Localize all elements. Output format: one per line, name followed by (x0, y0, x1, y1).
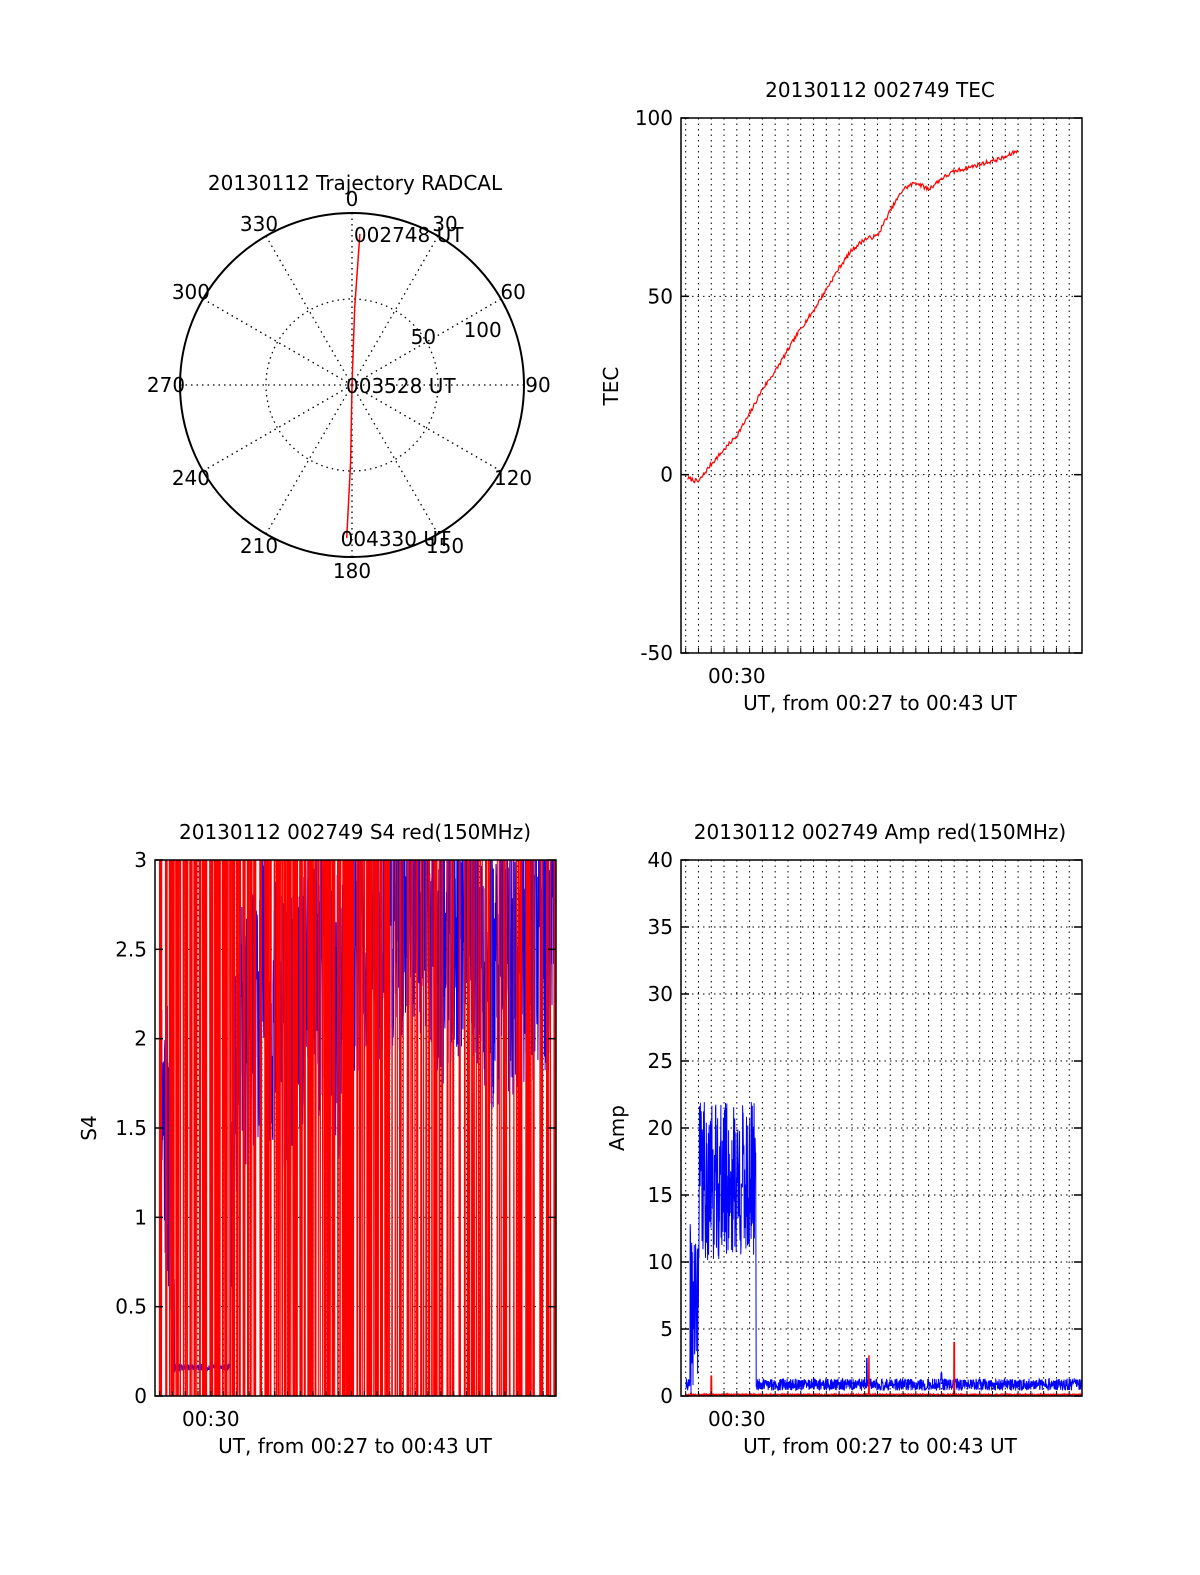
polar-radial-tick-labels: 50 100 (411, 318, 502, 349)
polar-title: 20130112 Trajectory RADCAL (208, 171, 503, 195)
tec-y-axis-label: TEC (599, 367, 623, 407)
polar-trajectory-series (345, 233, 361, 539)
plot-data-group (685, 1102, 1082, 1396)
amp-y-axis-label: Amp (605, 1105, 629, 1151)
polar-spoke (351, 384, 502, 472)
polar-azimuth-label: 240 (172, 466, 210, 490)
y-tick-label: 0 (660, 1384, 673, 1408)
y-tick-label: 15 (648, 1183, 673, 1207)
y-tick-label: 1.5 (115, 1116, 147, 1140)
polar-spoke (265, 235, 353, 386)
y-tick-label: 20 (648, 1116, 673, 1140)
y-tick-label: 35 (648, 915, 673, 939)
tec-chart-title: 20130112 002749 TEC (765, 78, 995, 102)
polar-radial-tick-label: 50 (411, 325, 436, 349)
polar-azimuth-label: 150 (426, 534, 464, 558)
polar-spoke (202, 384, 353, 472)
polar-time-annotation: 004330 UT (341, 527, 451, 551)
polar-trajectory-panel: 20130112 Trajectory RADCAL 0 30 60 90 120 150… (147, 171, 551, 583)
red-series-line (685, 1341, 1082, 1396)
polar-azimuth-label: 30 (432, 212, 457, 236)
x-tick-label: 00:30 (708, 1407, 766, 1431)
tec-x-axis-label: UT, from 00:27 to 00:43 UT (743, 691, 1018, 715)
polar-radial-tick-label: 100 (464, 318, 502, 342)
polar-azimuth-label: 60 (500, 280, 525, 304)
blue-series-line (685, 1102, 1082, 1396)
red-series-line (687, 149, 1019, 484)
polar-spoke (202, 298, 353, 386)
red-series-line (158, 860, 556, 1396)
polar-grid (179, 212, 525, 558)
s4-x-axis-label: UT, from 00:27 to 00:43 UT (218, 1434, 493, 1458)
polar-azimuth-label: 210 (240, 534, 278, 558)
y-tick-label: 1 (134, 1205, 147, 1229)
polar-spoke (351, 298, 502, 386)
y-tick-label: 25 (648, 1049, 673, 1073)
polar-time-annotation: 002748 UT (354, 223, 464, 247)
s4-chart-title: 20130112 002749 S4 red(150MHz) (179, 820, 531, 844)
amp-x-axis-label: UT, from 00:27 to 00:43 UT (743, 1434, 1018, 1458)
polar-inner-circle (265, 298, 439, 472)
polar-azimuth-label: 330 (240, 212, 278, 236)
y-tick-label: 10 (648, 1250, 673, 1274)
x-tick-label: 00:30 (182, 1407, 240, 1431)
amp-chart-title: 20130112 002749 Amp red(150MHz) (694, 820, 1066, 844)
polar-azimuth-labels: 0 30 60 90 120 150 180 210 240 270 300 330 (147, 187, 551, 583)
y-tick-label: 0 (134, 1384, 147, 1408)
s4-chart-panel: 20130112 002749 S4 red(150MHz) UT, from … (77, 820, 557, 1458)
y-tick-label: 0 (660, 463, 673, 487)
y-tick-label: -50 (640, 641, 673, 665)
y-tick-label: 5 (660, 1317, 673, 1341)
y-tick-label: 3 (134, 848, 147, 872)
polar-azimuth-label: 120 (494, 466, 532, 490)
y-tick-label: 0.5 (115, 1295, 147, 1319)
polar-annotations: 002748 UT 003528 UT 004330 UT (341, 223, 465, 551)
plot-data-group (158, 860, 556, 1396)
tec-chart-panel: 20130112 002749 TEC UT, from 00:27 to 00… (599, 78, 1083, 715)
amp-chart-panel: 20130112 002749 Amp red(150MHz) UT, from… (605, 820, 1083, 1458)
plot-frame (680, 117, 1083, 654)
y-tick-label: 2 (134, 1027, 147, 1051)
polar-azimuth-label: 300 (172, 280, 210, 304)
y-tick-label: 50 (648, 284, 673, 308)
polar-azimuth-label: 0 (346, 187, 359, 211)
s4-y-axis-label: S4 (77, 1115, 101, 1140)
polar-azimuth-label: 90 (525, 373, 550, 397)
y-tick-label: 30 (648, 982, 673, 1006)
y-tick-label: 2.5 (115, 937, 147, 961)
polar-time-annotation: 003528 UT (346, 374, 456, 398)
polar-spoke (351, 235, 439, 386)
y-tick-label: 40 (648, 848, 673, 872)
polar-spoke (265, 384, 353, 535)
y-tick-label: 100 (635, 106, 673, 130)
plot-data-group (687, 149, 1019, 484)
polar-spoke (351, 384, 439, 535)
x-tick-label: 00:30 (708, 664, 766, 688)
polar-azimuth-label: 180 (333, 559, 371, 583)
polar-trajectory-line (345, 233, 361, 539)
polar-azimuth-label: 270 (147, 373, 185, 397)
